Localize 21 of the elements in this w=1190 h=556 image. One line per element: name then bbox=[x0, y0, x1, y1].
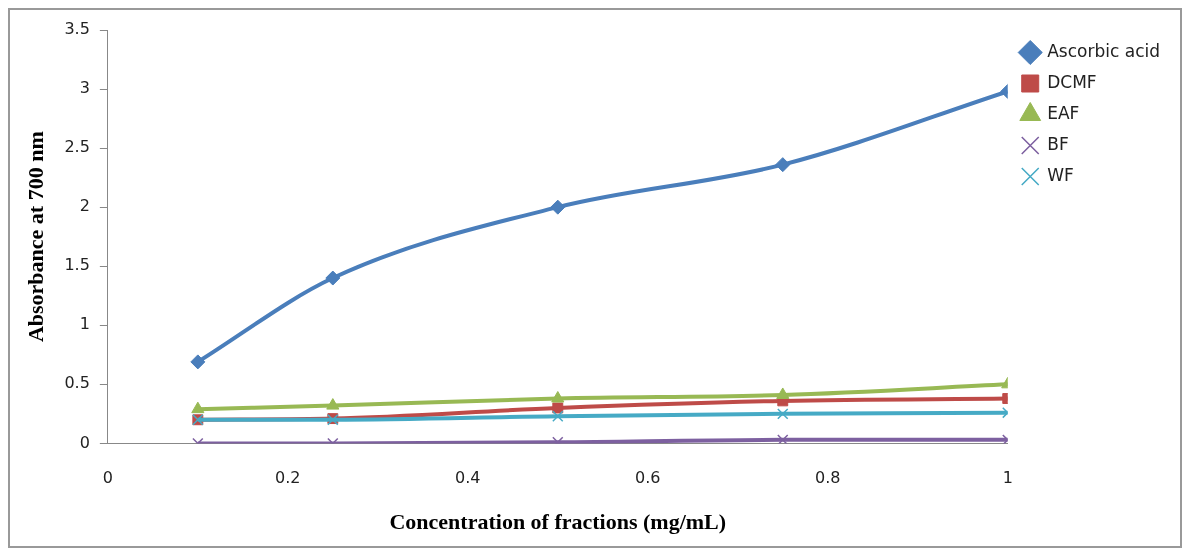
y-tick-label: 0.5 bbox=[64, 373, 90, 393]
x-tick-label: 0.6 bbox=[635, 468, 661, 488]
legend-label: DCMF bbox=[1047, 71, 1097, 92]
y-tick-label: 1.5 bbox=[64, 255, 90, 275]
x-tick-label: 0 bbox=[102, 468, 113, 488]
x-tick-label: 0.4 bbox=[455, 468, 481, 488]
y-tick-label: 0 bbox=[79, 432, 90, 452]
x-tick-label: 0.2 bbox=[275, 468, 301, 488]
y-tick-label: 2.5 bbox=[64, 137, 90, 157]
y-tick-label: 3 bbox=[79, 78, 90, 98]
legend-label: BF bbox=[1047, 133, 1069, 154]
y-axis-title: Absorbance at 700 nm bbox=[22, 131, 48, 343]
x-axis-title: Concentration of fractions (mg/mL) bbox=[389, 509, 727, 535]
legend-label: EAF bbox=[1047, 102, 1080, 123]
y-tick-label: 3.5 bbox=[64, 19, 90, 39]
legend-label: WF bbox=[1047, 164, 1074, 185]
x-tick-label: 1 bbox=[1002, 468, 1013, 488]
legend-label: Ascorbic acid bbox=[1047, 40, 1161, 61]
y-tick-label: 2 bbox=[79, 196, 90, 216]
y-tick-label: 1 bbox=[79, 314, 90, 334]
x-tick-label: 0.8 bbox=[815, 468, 841, 488]
